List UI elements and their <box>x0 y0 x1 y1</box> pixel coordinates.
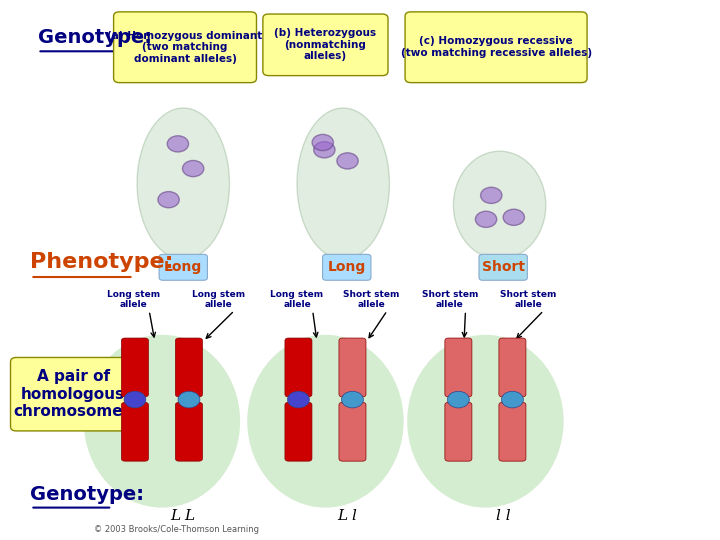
Ellipse shape <box>247 335 404 508</box>
Text: © 2003 Brooks/Cole-Thomson Learning: © 2003 Brooks/Cole-Thomson Learning <box>94 524 259 534</box>
Circle shape <box>287 392 310 408</box>
FancyBboxPatch shape <box>445 402 472 461</box>
Text: Short stem
allele: Short stem allele <box>422 290 478 309</box>
Text: L l: L l <box>337 509 356 523</box>
Ellipse shape <box>408 335 564 508</box>
Text: l l: l l <box>496 509 510 523</box>
Text: L L: L L <box>171 509 196 523</box>
FancyBboxPatch shape <box>263 14 388 76</box>
FancyBboxPatch shape <box>339 402 366 461</box>
Circle shape <box>124 392 146 408</box>
Circle shape <box>341 392 364 408</box>
FancyBboxPatch shape <box>405 12 587 83</box>
Text: Long stem
allele: Long stem allele <box>271 290 323 309</box>
Text: Long: Long <box>328 260 366 274</box>
FancyBboxPatch shape <box>122 338 148 397</box>
FancyBboxPatch shape <box>323 254 371 280</box>
Circle shape <box>178 392 200 408</box>
FancyBboxPatch shape <box>176 402 202 461</box>
Circle shape <box>503 209 524 225</box>
Text: Short stem
allele: Short stem allele <box>500 290 557 309</box>
Circle shape <box>481 187 502 204</box>
Text: Long stem
allele: Long stem allele <box>192 290 246 309</box>
Text: A pair of
homologous
chromosomes: A pair of homologous chromosomes <box>14 369 132 419</box>
Circle shape <box>314 141 335 158</box>
FancyBboxPatch shape <box>122 402 148 461</box>
Text: Short stem
allele: Short stem allele <box>343 290 400 309</box>
FancyBboxPatch shape <box>499 402 526 461</box>
Circle shape <box>158 192 179 208</box>
Text: Long stem
allele: Long stem allele <box>107 290 160 309</box>
Circle shape <box>337 153 358 169</box>
Text: (c) Homozygous recessive
(two matching recessive alleles): (c) Homozygous recessive (two matching r… <box>400 36 592 58</box>
Circle shape <box>167 136 189 152</box>
Text: Short: Short <box>482 260 525 274</box>
FancyBboxPatch shape <box>285 338 312 397</box>
Circle shape <box>312 134 333 151</box>
FancyBboxPatch shape <box>11 357 135 431</box>
Text: Phenotype:: Phenotype: <box>30 252 174 272</box>
Text: Long: Long <box>164 260 202 274</box>
FancyBboxPatch shape <box>176 338 202 397</box>
Ellipse shape <box>137 108 230 259</box>
FancyBboxPatch shape <box>114 12 256 83</box>
FancyBboxPatch shape <box>339 338 366 397</box>
Ellipse shape <box>84 335 240 508</box>
FancyBboxPatch shape <box>479 254 527 280</box>
Ellipse shape <box>297 108 390 259</box>
Text: Genotype:: Genotype: <box>30 484 145 504</box>
Circle shape <box>501 392 523 408</box>
FancyBboxPatch shape <box>285 402 312 461</box>
Text: (b) Heterozygous
(nonmatching
alleles): (b) Heterozygous (nonmatching alleles) <box>274 28 377 62</box>
Text: (a) Homozygous dominant
(two matching
dominant alleles): (a) Homozygous dominant (two matching do… <box>107 31 263 64</box>
Ellipse shape <box>454 151 546 259</box>
Circle shape <box>182 160 204 177</box>
FancyBboxPatch shape <box>445 338 472 397</box>
FancyBboxPatch shape <box>499 338 526 397</box>
Circle shape <box>475 211 497 227</box>
FancyBboxPatch shape <box>159 254 207 280</box>
Text: Genotype:: Genotype: <box>37 28 151 48</box>
Circle shape <box>447 392 469 408</box>
